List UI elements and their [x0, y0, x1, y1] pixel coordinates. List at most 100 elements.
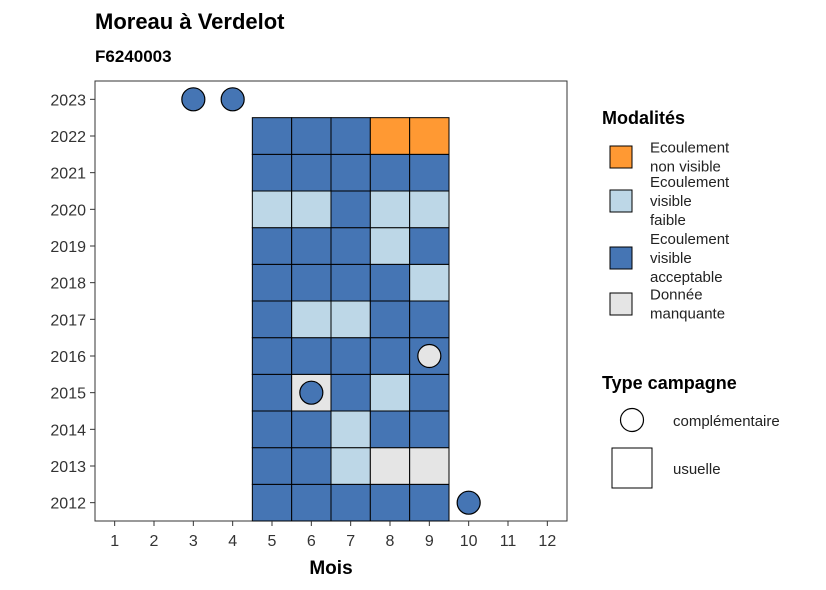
usuelle-cell [291, 117, 332, 155]
usuelle-cell [330, 227, 371, 265]
usuelle-cell [409, 447, 450, 485]
x-tick-label: 7 [346, 533, 355, 550]
x-tick-label: 1 [110, 533, 119, 550]
usuelle-cell [291, 153, 332, 192]
usuelle-cell [251, 263, 293, 302]
x-tick-label: 9 [425, 533, 434, 550]
y-tick-label: 2021 [50, 166, 86, 183]
legend-label: Ecoulement [650, 140, 730, 157]
usuelle-cell [330, 373, 371, 412]
chart-title: Moreau à Verdelot [95, 9, 285, 34]
x-tick-label: 8 [386, 533, 395, 550]
x-tick-label: 11 [500, 533, 517, 550]
usuelle-cell [251, 190, 293, 229]
usuelle-cell [291, 337, 332, 375]
usuelle-cell [251, 410, 293, 449]
y-tick-label: 2016 [50, 349, 86, 366]
x-tick-label: 5 [268, 533, 277, 550]
usuelle-cell [369, 153, 411, 192]
usuelle-cell [291, 447, 332, 485]
complementaire-points [181, 87, 481, 515]
usuelle-cell [251, 227, 293, 265]
usuelle-cell [330, 337, 371, 375]
y-tick-label: 2018 [50, 276, 86, 293]
usuelle-cell [251, 117, 293, 155]
campagne-legend-title: Type campagne [602, 373, 737, 393]
usuelle-cell [409, 410, 450, 449]
chart-subtitle: F6240003 [95, 47, 172, 66]
usuelle-cell [330, 483, 371, 522]
usuelle-cell [291, 227, 332, 265]
usuelle-cell [291, 263, 332, 302]
x-tick-label: 10 [460, 533, 478, 550]
usuelle-cell [330, 410, 371, 449]
x-tick-label: 6 [307, 533, 316, 550]
usuelle-cell [409, 263, 450, 302]
x-tick-label: 12 [538, 533, 556, 550]
usuelle-cell [369, 190, 411, 229]
usuelle-cell [330, 447, 371, 485]
usuelle-cell [251, 447, 293, 485]
usuelle-cell [251, 153, 293, 192]
usuelle-cell [369, 373, 411, 412]
usuelle-cell [369, 263, 411, 302]
legend-label: acceptable [650, 269, 723, 286]
legend-key-non-visible [609, 145, 633, 169]
y-axis: 2012 2013 2014 2015 2016 2017 2018 2019 2020 2021… [50, 92, 95, 513]
complementaire-point [456, 490, 481, 515]
usuelle-cell [409, 483, 450, 522]
usuelle-cell [409, 117, 450, 155]
usuelle-cell [369, 483, 411, 522]
usuelle-cell [330, 153, 371, 192]
x-axis: 1 2 3 4 5 6 7 8 9 10 11 12 [110, 521, 556, 550]
legend-label: complémentaire [673, 413, 780, 430]
complementaire-point [299, 380, 324, 405]
usuelle-cell [291, 410, 332, 449]
legend-label: Donnée [650, 287, 703, 304]
usuelle-cell [291, 190, 332, 229]
usuelle-cell [369, 300, 411, 339]
usuelle-cell [330, 190, 371, 229]
legend-label: Ecoulement [650, 174, 730, 191]
usuelle-cell [251, 483, 293, 522]
y-tick-label: 2017 [50, 312, 86, 329]
legend-label: non visible [650, 159, 721, 176]
complementaire-point [417, 343, 442, 369]
usuelle-cell [251, 373, 293, 412]
legend-key-complementaire [619, 407, 645, 433]
usuelle-cell [251, 337, 293, 375]
complementaire-point [220, 87, 245, 112]
x-tick-label: 4 [228, 533, 237, 550]
usuelle-cell [369, 117, 411, 155]
usuelle-cell [369, 227, 411, 265]
usuelle-cell [409, 190, 450, 229]
usuelle-cell [369, 447, 411, 485]
legend-label: visible [650, 250, 692, 267]
legend-label: usuelle [673, 461, 721, 478]
usuelle-cell [409, 227, 450, 265]
usuelle-cell [330, 263, 371, 302]
legend-key-acceptable [609, 246, 633, 270]
legend-key-manquante [609, 292, 633, 316]
legend-label: visible [650, 193, 692, 210]
legend-label: manquante [650, 306, 725, 323]
usuelle-cell [369, 337, 411, 375]
y-tick-label: 2013 [50, 459, 86, 476]
usuelle-cell [409, 373, 450, 412]
y-tick-label: 2012 [50, 496, 86, 513]
usuelle-cell [369, 410, 411, 449]
usuelle-cell [291, 483, 332, 522]
legend-key-faible [609, 189, 633, 213]
usuelle-cell [251, 300, 293, 339]
y-tick-label: 2015 [50, 386, 86, 403]
usuelle-cell [291, 300, 332, 339]
complementaire-point [181, 87, 206, 112]
y-tick-label: 2020 [50, 202, 86, 219]
legend-label: faible [650, 212, 686, 229]
usuelle-cell [409, 153, 450, 192]
y-tick-label: 2019 [50, 239, 86, 256]
x-tick-label: 3 [189, 533, 198, 550]
legend-label: Ecoulement [650, 231, 730, 248]
